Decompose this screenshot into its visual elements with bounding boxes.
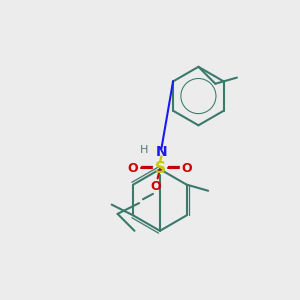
Text: O: O bbox=[128, 162, 138, 175]
Text: O: O bbox=[182, 162, 192, 175]
Text: O: O bbox=[151, 180, 161, 193]
Text: H: H bbox=[140, 145, 149, 155]
Text: S: S bbox=[154, 161, 165, 176]
Text: N: N bbox=[156, 145, 167, 158]
